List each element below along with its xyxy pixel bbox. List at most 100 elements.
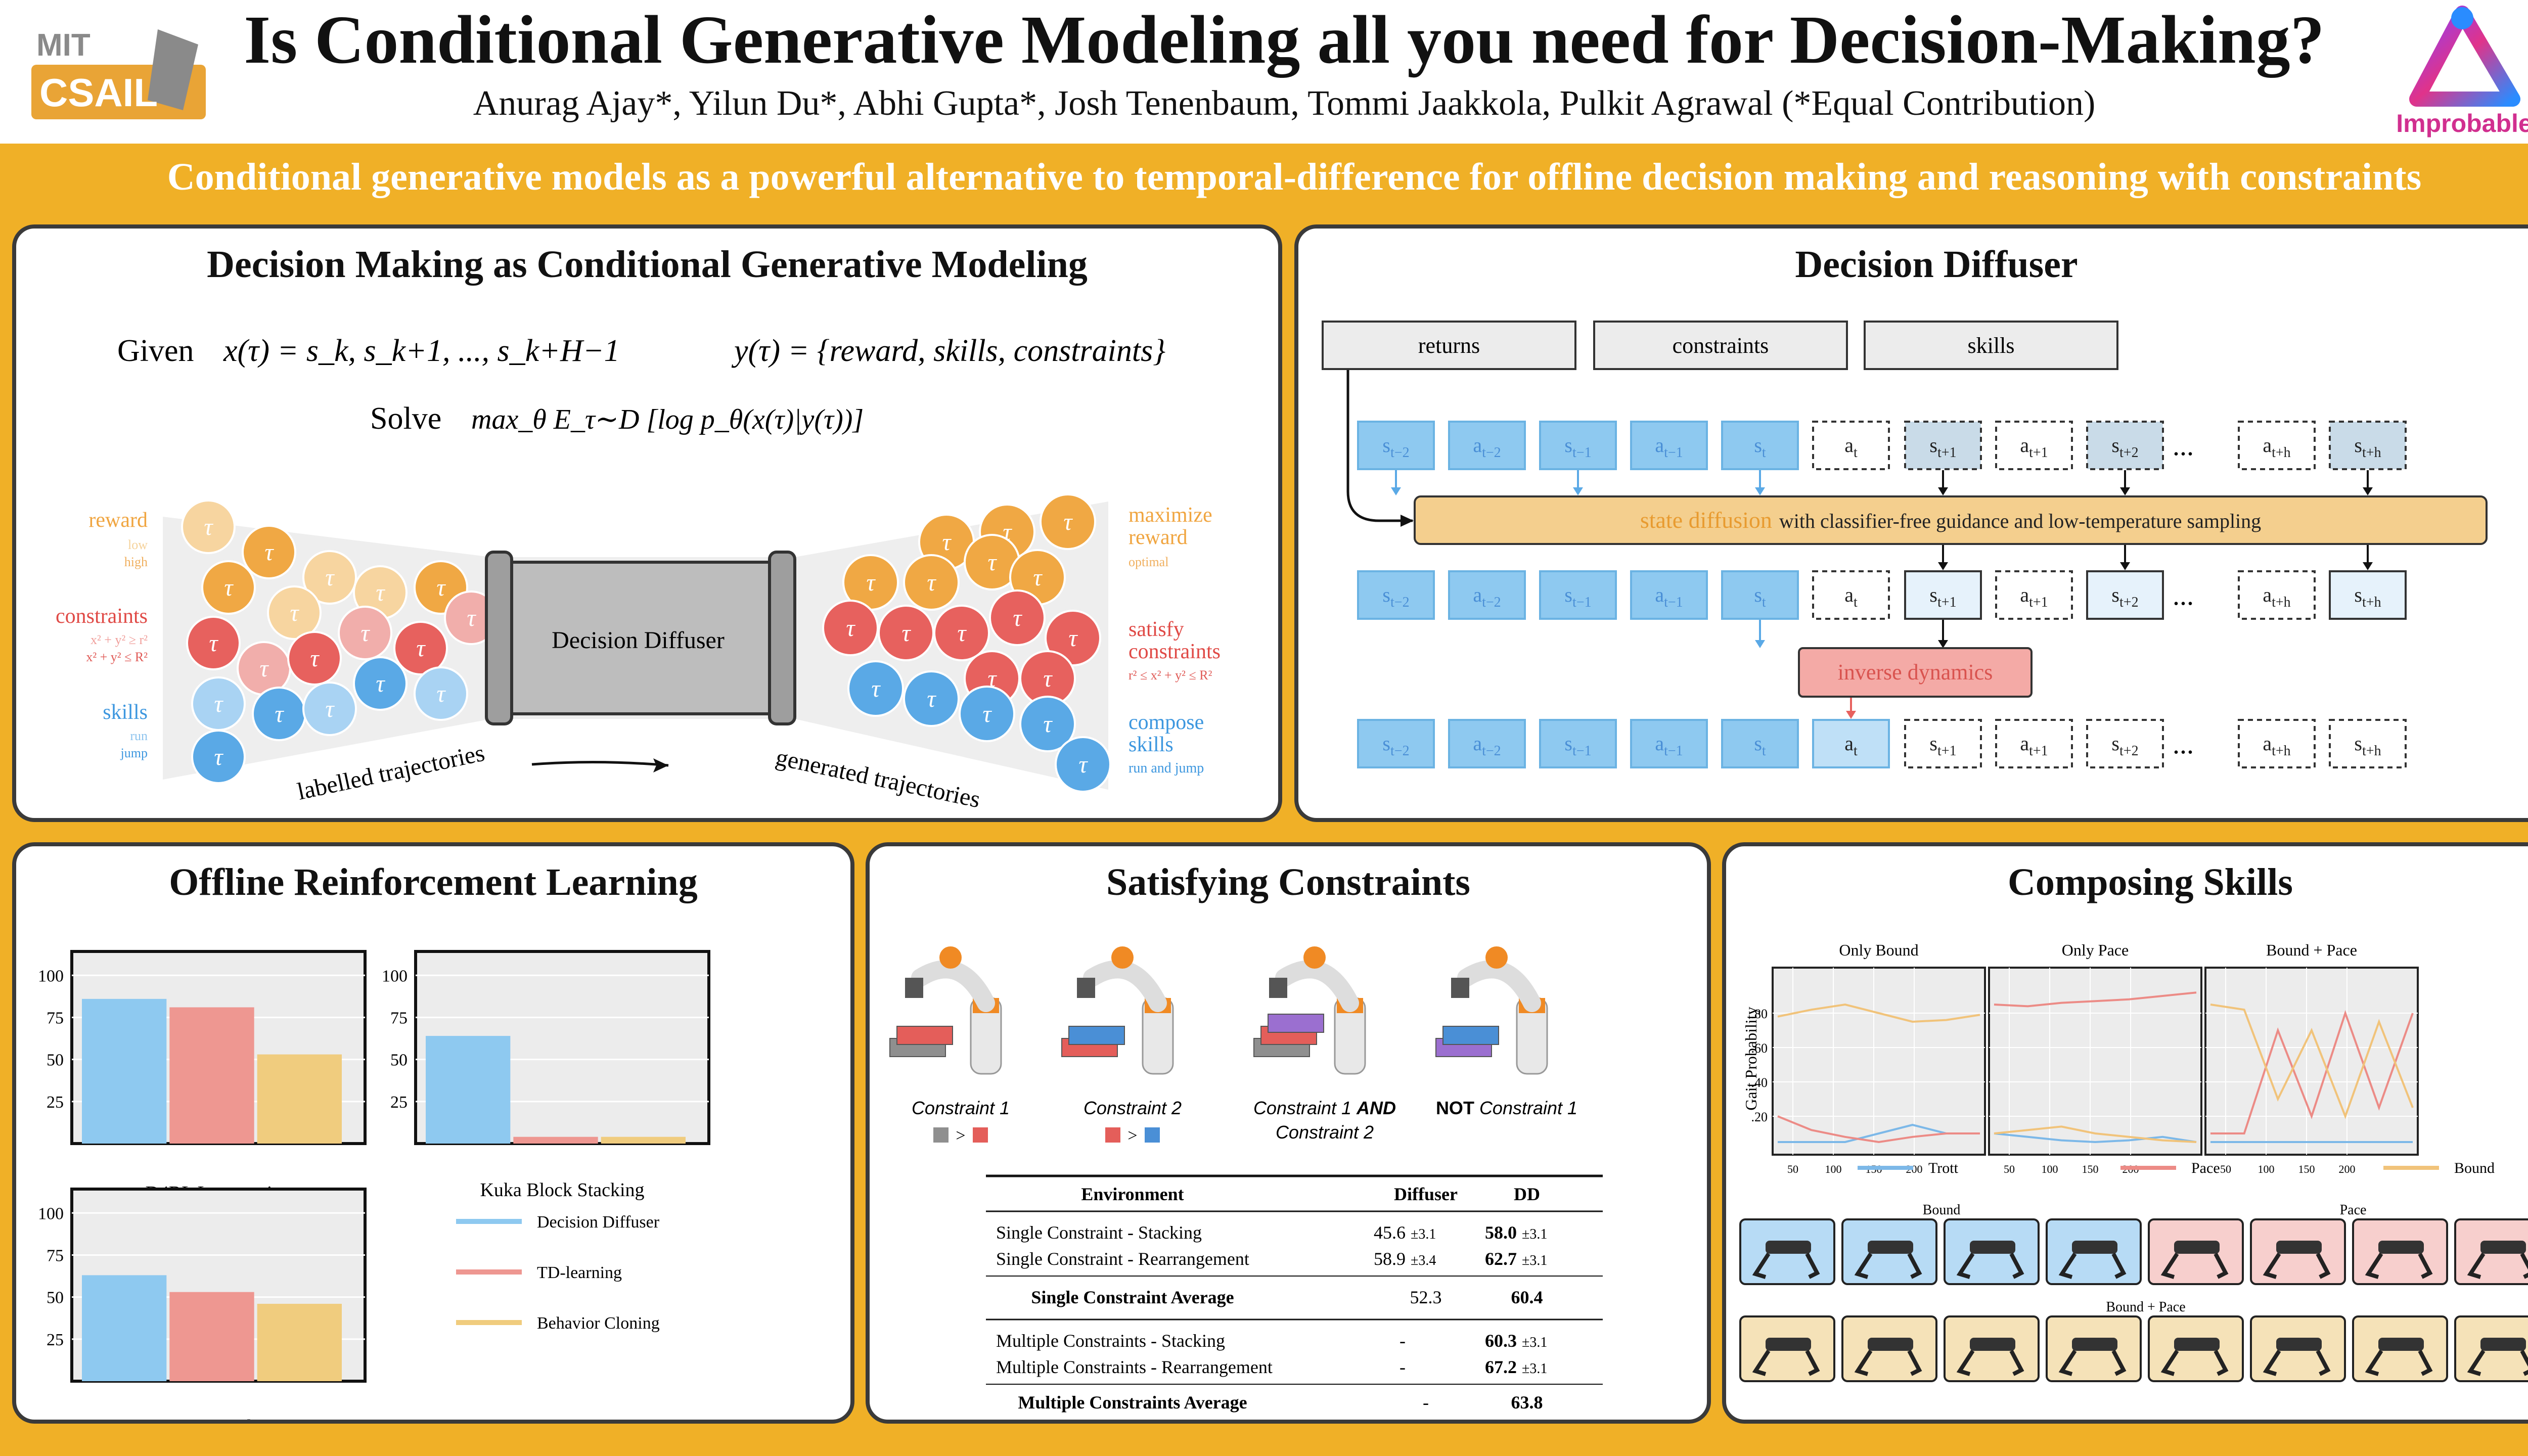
x-tick-label: 150 [2298,1163,2315,1175]
average-label: Multiple Constraints Average [1018,1392,1247,1413]
future-state-arrowhead [1938,487,1948,495]
tau-label: τ [1078,751,1088,778]
tau-label: τ [846,615,855,642]
panel-title: Composing Skills [2008,861,2293,903]
bar-charts: 100755025D4RL Locomotion100755025Kuka Bl… [38,950,710,1420]
robot-arm-illustration [1061,946,1174,1075]
constraints-table: Environment Diffuser DD Single Constraint -… [986,1174,1603,1413]
constraints-figure: Constraint 1 Constraint 2 Constraint 1 AN… [889,946,1603,1413]
table-row: Single Constraint - Rearrangement 58.9 ±3.… [996,1249,1547,1269]
objective-equation: max_θ E_τ∼D [log p_θ(x(τ)|y(τ))] [471,404,864,435]
token-label: at+1 [2020,583,2048,610]
gait-frame [2148,1218,2244,1285]
y-tick-label: 100 [38,967,64,985]
table-row: Single Constraint - Stacking 45.6 ±3.1 58.0… [996,1222,1547,1243]
gray-block-chip [933,1127,949,1143]
token-label: at [1844,583,1858,610]
token-label: st−2 [1382,434,1409,461]
robot-legs [1854,1252,1922,1279]
series-line-trott [1994,1132,2197,1144]
satisfy-constraints-label: constraints [1128,640,1221,663]
tau-label: τ [310,645,320,672]
tau-label: τ [360,620,370,647]
ellipsis: ... [2173,580,2194,611]
legend-label: Trott [1928,1160,1959,1176]
token-rows: st−2 at−2 st−1 at−1 st at st+1 at+1 st+2... at+h s… [1357,421,2407,768]
bar-behavior-cloning [601,1136,686,1144]
improbable-ai-logo: Improbable AI [2396,6,2528,138]
robot-body [2276,1241,2322,1254]
token-box [1357,719,1435,768]
y-tick-label: 25 [47,1093,64,1112]
robot-joint [939,946,962,969]
y-tau-equation: y(τ) = {reward, skills, constraints} [731,334,1165,368]
state-diffusion-box [1414,495,2488,545]
tau-circle [267,585,322,640]
token-label: st−2 [1382,732,1409,759]
tau-circle [959,686,1015,742]
tau-label: τ [259,655,269,682]
token-label: st+1 [1929,583,1956,610]
condition-label: skills [1968,333,2015,358]
robot-legs [2365,1349,2433,1376]
token-label: st+2 [2111,583,2138,610]
panel-title: Decision Making as Conditional Generativ… [207,243,1088,286]
token-label: st+1 [1929,732,1956,759]
line-chart-frame [1988,967,2202,1156]
robot-legs [2058,1349,2127,1376]
table-cell-dd: 62.7 [1485,1249,1517,1269]
token-box [1995,719,2073,768]
tau-circle [302,550,357,605]
tau-label: τ [214,744,223,770]
jump-label: jump [120,746,148,760]
tau-circle [338,606,392,660]
gait-frame [2046,1218,2142,1285]
token-box [1539,570,1617,620]
past-state-arrowhead [1755,487,1765,495]
gait-line-charts: Only Bound .80 .60 .40 .20 50 100 150 200 Only Pa… [1751,941,2419,1175]
y-tick-label: .60 [1751,1041,1768,1056]
token-label: st−2 [1382,583,1409,610]
token-label: st+1 [1929,434,1956,461]
token-label: at−2 [1473,732,1501,759]
tau-circle [822,600,879,656]
tau-label: τ [204,514,213,540]
robot-arm-illustration [889,946,1002,1075]
robot-legs [2058,1252,2127,1279]
robot-body [2174,1338,2220,1351]
table-cell-diffuser-std: ±3.1 [1411,1226,1436,1242]
token-box [1721,570,1799,620]
constraint-1-label: x² + y² ≥ r² [91,632,148,647]
average-dd: 60.4 [1511,1287,1543,1307]
tau-circle [186,616,241,670]
legend-label: TD-learning [537,1263,622,1282]
gait-frame [2352,1218,2448,1285]
robot-gripper [905,978,923,998]
tau-label: τ [376,579,385,606]
token-label: at+h [2263,583,2290,610]
y-tick-label: 25 [47,1331,64,1349]
tau-label: τ [957,620,967,647]
token-label: st [1754,583,1766,610]
token-box [2329,421,2407,470]
gait-frame [2454,1315,2528,1382]
table-cell-diffuser: 58.9 [1374,1249,1406,1269]
panel-title: Decision Diffuser [1795,243,2078,286]
compose-skills-label: skills [1128,733,1173,756]
table-cell-env: Single Constraint - Rearrangement [996,1249,1249,1269]
token-label: at−1 [1655,583,1683,610]
tau-label: τ [982,701,992,727]
tau-label: τ [901,620,911,647]
bar-behavior-cloning [257,1054,342,1144]
robot-joint [1111,946,1134,969]
gait-frame [1739,1218,1835,1285]
inverse-dynamics-label: inverse dynamics [1838,660,1993,685]
panel-composing-skills: Composing Skills Gait Probability Only B… [1722,842,2528,1424]
poster-header: MIT CSAIL Is Conditional Generative Mode… [0,0,2528,144]
robot-link [911,960,995,1012]
robot-body [2276,1338,2322,1351]
table-cell-env: Single Constraint - Stacking [996,1222,1202,1243]
tau-circle [191,730,246,784]
